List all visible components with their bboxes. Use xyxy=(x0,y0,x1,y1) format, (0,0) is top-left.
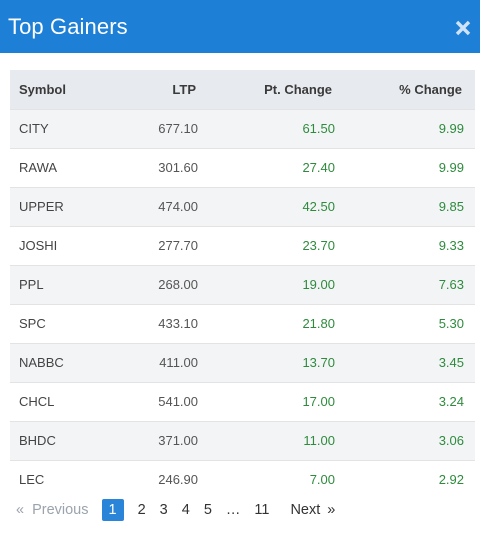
symbol-cell[interactable]: BHDC xyxy=(19,433,56,448)
column-header-ltp[interactable]: LTP xyxy=(172,81,196,97)
ltp-cell: 246.90 xyxy=(158,472,198,488)
modal-header: Top Gainers xyxy=(0,0,480,53)
pt-change-cell: 21.80 xyxy=(302,316,335,331)
table-row[interactable]: SPC 433.10 21.80 5.30 xyxy=(10,304,475,343)
pct-change-cell: 9.99 xyxy=(438,121,464,136)
pagination-page-4[interactable]: 4 xyxy=(181,502,190,518)
column-header-pct-change[interactable]: % Change xyxy=(399,81,462,97)
table-row[interactable]: PPL 268.00 19.00 7.63 xyxy=(10,265,475,304)
table-row[interactable]: BHDC 371.00 11.00 3.06 xyxy=(10,421,475,460)
symbol-cell[interactable]: SPC xyxy=(19,316,46,331)
pct-change-cell: 2.92 xyxy=(438,472,464,488)
pt-change-cell: 27.40 xyxy=(302,160,335,175)
table-row[interactable]: LEC 246.90 7.00 2.92 xyxy=(10,460,475,499)
pt-change-cell: 17.00 xyxy=(302,394,335,409)
symbol-cell[interactable]: JOSHI xyxy=(19,238,58,253)
pt-change-cell: 11.00 xyxy=(303,433,335,448)
symbol-cell[interactable]: NABBC xyxy=(19,355,64,370)
pt-change-cell: 19.00 xyxy=(302,277,335,292)
column-header-symbol[interactable]: Symbol xyxy=(19,81,66,97)
pagination: « Previous 1 2 3 4 5 … 11 Next » xyxy=(10,498,342,522)
symbol-cell[interactable]: UPPER xyxy=(19,199,64,214)
pagination-page-3[interactable]: 3 xyxy=(159,502,168,518)
ltp-cell: 474.00 xyxy=(158,199,198,214)
pt-change-cell: 23.70 xyxy=(302,238,335,253)
table-header-row: Symbol LTP Pt. Change % Change xyxy=(10,70,475,109)
pct-change-cell: 9.33 xyxy=(438,238,464,253)
pct-change-cell: 9.85 xyxy=(438,199,464,214)
pagination-page-11[interactable]: 11 xyxy=(254,502,270,518)
pct-change-cell: 3.06 xyxy=(438,433,464,448)
ltp-cell: 301.60 xyxy=(158,160,198,175)
symbol-cell[interactable]: RAWA xyxy=(19,160,58,175)
symbol-cell[interactable]: LEC xyxy=(19,472,45,488)
pt-change-cell: 13.70 xyxy=(302,355,335,370)
pagination-page-1[interactable]: 1 xyxy=(101,499,124,521)
pct-change-cell: 7.63 xyxy=(438,277,464,292)
close-icon[interactable] xyxy=(453,18,473,38)
ltp-cell: 677.10 xyxy=(158,121,198,136)
table-row[interactable]: JOSHI 277.70 23.70 9.33 xyxy=(10,226,475,265)
pagination-page-2[interactable]: 2 xyxy=(137,502,146,518)
pagination-last[interactable]: » xyxy=(327,502,336,518)
pt-change-cell: 42.50 xyxy=(302,199,335,214)
pt-change-cell: 7.00 xyxy=(309,472,335,488)
ltp-cell: 371.00 xyxy=(158,433,198,448)
table-row[interactable]: CITY 677.10 61.50 9.99 xyxy=(10,109,475,148)
pagination-previous: Previous xyxy=(32,502,89,518)
pct-change-cell: 3.24 xyxy=(438,394,464,409)
pt-change-cell: 61.50 xyxy=(302,121,335,136)
ltp-cell: 411.00 xyxy=(159,355,198,370)
pagination-page-5[interactable]: 5 xyxy=(203,502,212,518)
symbol-cell[interactable]: PPL xyxy=(19,277,44,292)
table-row[interactable]: UPPER 474.00 42.50 9.85 xyxy=(10,187,475,226)
pagination-ellipsis: … xyxy=(225,502,241,518)
ltp-cell: 277.70 xyxy=(158,238,198,253)
table-row[interactable]: NABBC 411.00 13.70 3.45 xyxy=(10,343,475,382)
pct-change-cell: 5.30 xyxy=(438,316,464,331)
table-row[interactable]: RAWA 301.60 27.40 9.99 xyxy=(10,148,475,187)
symbol-cell[interactable]: CITY xyxy=(19,121,49,136)
pagination-next[interactable]: Next xyxy=(290,502,321,518)
ltp-cell: 268.00 xyxy=(158,277,198,292)
modal-title: Top Gainers xyxy=(8,13,128,39)
gainers-table-wrapper: Symbol LTP Pt. Change % Change CITY 677.1… xyxy=(10,70,475,499)
ltp-cell: 541.00 xyxy=(158,394,198,409)
gainers-table: Symbol LTP Pt. Change % Change CITY 677.1… xyxy=(10,70,475,499)
table-row[interactable]: CHCL 541.00 17.00 3.24 xyxy=(10,382,475,421)
symbol-cell[interactable]: CHCL xyxy=(19,394,55,409)
ltp-cell: 433.10 xyxy=(158,316,198,331)
column-header-pt-change[interactable]: Pt. Change xyxy=(264,81,332,97)
pagination-first: « xyxy=(16,502,25,518)
pct-change-cell: 3.45 xyxy=(438,355,464,370)
pct-change-cell: 9.99 xyxy=(438,160,464,175)
